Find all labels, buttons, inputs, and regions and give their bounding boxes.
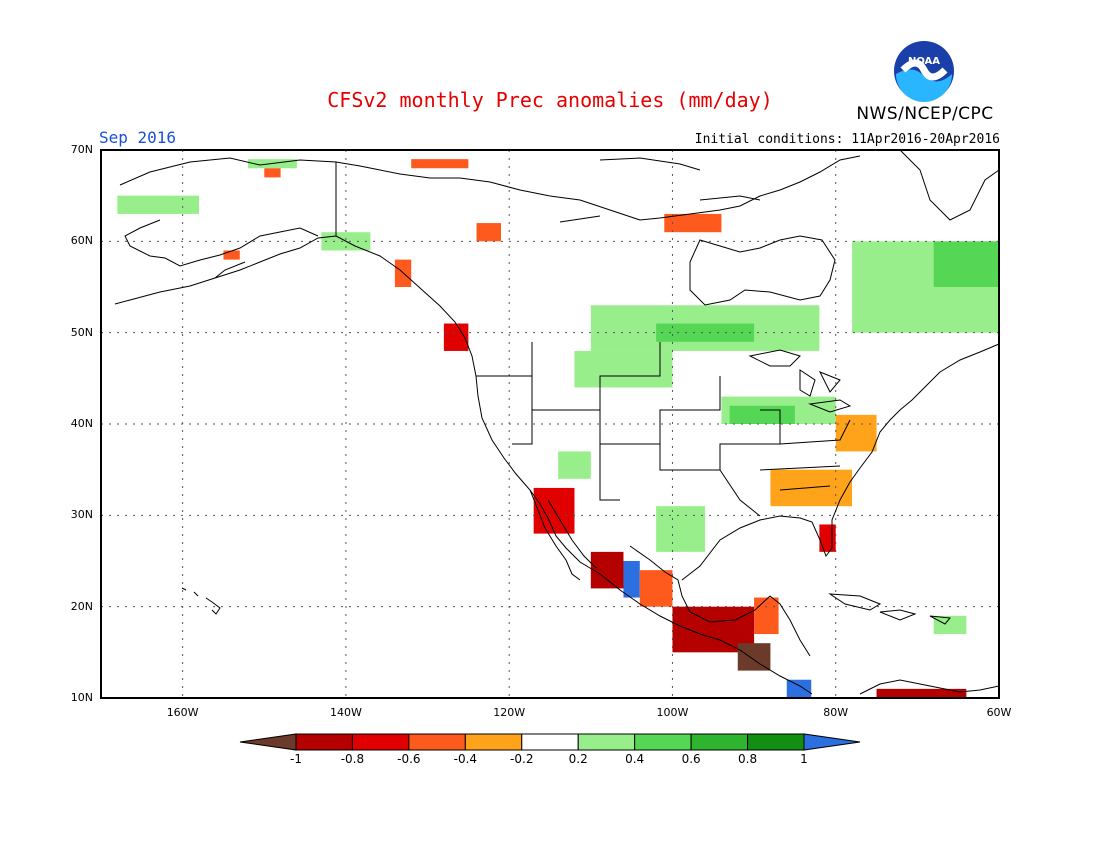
anomaly-cell [933, 241, 999, 287]
anomaly-cell [656, 506, 706, 552]
colorbar-segment [577, 733, 636, 751]
colorbar-tick-label: -0.4 [453, 752, 478, 766]
colorbar-segment [351, 733, 410, 751]
coastlines [114, 149, 1000, 695]
colorbar-tick-label: 0.6 [681, 752, 701, 766]
anomaly-cell [819, 524, 836, 552]
logo-text: NOAA [908, 56, 940, 67]
lon-label: 60W [986, 706, 1012, 719]
anomaly-cell [754, 597, 779, 635]
colorbar-segment [408, 733, 466, 751]
colorbar-tick-label: 0.4 [625, 752, 645, 766]
colorbar-segment [634, 733, 692, 751]
anomaly-cell [737, 643, 771, 671]
anomaly-cell [656, 323, 755, 342]
anomaly-cell [933, 615, 967, 635]
anomaly-cell [729, 405, 795, 424]
noaa-logo: NOAA [894, 41, 954, 102]
agency-label: NWS/NCEP/CPC [856, 104, 994, 124]
anomaly-cell [558, 451, 591, 479]
colorbar-segment [464, 733, 523, 751]
lon-label: 100W [656, 706, 689, 719]
colorbar-tick-label: 0.8 [738, 752, 758, 766]
lon-label: 160W [166, 706, 199, 719]
lon-label: 120W [493, 706, 526, 719]
anomaly-cell [411, 159, 469, 169]
anomaly-cell [574, 350, 673, 388]
colorbar-max-arrow [803, 733, 861, 751]
anomaly-cell [264, 168, 281, 178]
colorbar-tick-label: -0.2 [510, 752, 534, 766]
colorbar-segment [521, 733, 579, 751]
colorbar-tick-label: 1 [800, 752, 808, 766]
colorbar-segment [295, 733, 353, 751]
colorbar-tick-label: -1 [290, 752, 302, 766]
anomaly-cell [223, 250, 240, 260]
anomaly-cell [835, 414, 877, 452]
lat-label: 30N [70, 508, 93, 522]
colorbar-segment [747, 733, 805, 751]
lon-label: 80W [823, 706, 849, 719]
anomaly-cell [664, 213, 722, 233]
initial-conditions: Initial conditions: 11Apr2016-20Apr2016 [694, 132, 1000, 147]
graticule [101, 150, 999, 698]
anomaly-cell [476, 223, 502, 242]
map-frame [100, 149, 1000, 699]
colorbar-min-arrow [239, 733, 297, 751]
anomaly-cell [590, 551, 624, 589]
map-title: CFSv2 monthly Prec anomalies (mm/day) [327, 88, 773, 112]
colorbar-tick-label: 0.2 [568, 752, 588, 766]
anomaly-cells [117, 159, 999, 698]
lon-label: 140W [329, 706, 362, 719]
lat-label: 20N [70, 599, 93, 613]
colorbar-tick-label: -0.6 [397, 752, 421, 766]
anomaly-cell [786, 679, 812, 698]
lat-label: 10N [70, 691, 93, 704]
forecast-month: Sep 2016 [99, 128, 177, 147]
anomaly-cell [639, 570, 673, 607]
lat-label: 40N [70, 417, 93, 430]
lat-label: 70N [70, 143, 93, 156]
anomaly-cell [623, 561, 640, 598]
lat-label: 60N [70, 234, 93, 248]
anomaly-cell [876, 688, 967, 698]
colorbar-segment [690, 733, 749, 751]
colorbar-tick-label: -0.8 [340, 752, 365, 766]
colorbar [239, 733, 861, 751]
lat-label: 50N [70, 325, 93, 339]
anomaly-cell [117, 195, 199, 214]
